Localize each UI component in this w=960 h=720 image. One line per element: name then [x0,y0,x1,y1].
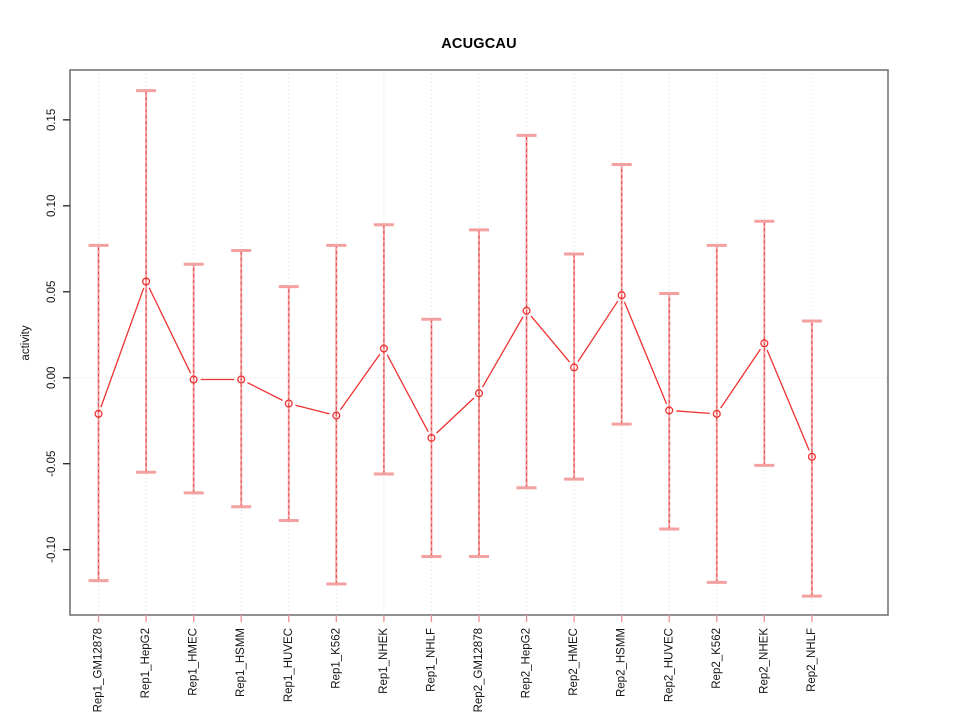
data-point [712,409,721,418]
y-tick-label: -0.05 [46,451,58,477]
data-point [760,339,769,348]
series-segment [148,287,192,374]
series-segment [623,301,668,405]
y-tick-label: 0.15 [46,109,58,131]
series-segment [100,287,145,408]
x-tick-label: Rep2_NHLF [806,628,818,692]
data-point [427,433,436,442]
series-segment [577,300,619,362]
x-tick-label: Rep2_NHEK [758,628,770,694]
series-segment [676,410,710,414]
x-tick-label: Rep2_GM12878 [473,628,485,712]
x-tick-label: Rep1_HMEC [188,628,200,696]
data-point [284,399,293,408]
data-point [474,389,484,398]
x-tick-label: Rep2_HepG2 [521,628,533,698]
series-segment [339,353,381,411]
x-tick-label: Rep2_HMEC [568,628,580,696]
chart-title: ACUGCAU [441,36,517,52]
data-point [189,375,198,384]
series-segment [295,404,330,415]
data-point [332,411,341,420]
data-point [379,344,388,353]
data-point [522,306,531,315]
series-segment [436,397,475,434]
x-tick-label: Rep1_K562 [330,628,342,689]
y-tick-label: 0.00 [46,367,58,389]
series-segment [481,316,524,388]
series-segment [530,315,571,363]
series-segment [247,382,283,401]
x-tick-label: Rep1_NHEK [378,628,390,694]
series-segment [766,349,810,451]
x-tick-label: Rep1_HSMM [235,628,247,697]
series-segment [720,348,761,409]
x-tick-label: Rep1_NHLF [425,628,437,692]
data-point [617,291,626,300]
x-tick-label: Rep1_GM12878 [93,628,105,712]
series-segment [386,354,429,433]
y-tick-label: 0.10 [46,195,58,217]
data-point [94,409,103,418]
x-tick-label: Rep1_HUVEC [283,628,295,702]
x-tick-label: Rep1_HepG2 [140,628,152,698]
x-tick-label: Rep2_K562 [711,628,723,689]
x-tick-label: Rep2_HUVEC [663,628,675,702]
data-point [807,452,816,461]
data-point [570,363,579,372]
y-tick-label: -0.10 [46,537,58,563]
data-point [665,406,674,415]
data-point [237,375,246,384]
y-tick-label: 0.05 [46,281,58,303]
data-point [142,277,151,286]
x-tick-label: Rep2_HSMM [616,628,628,697]
